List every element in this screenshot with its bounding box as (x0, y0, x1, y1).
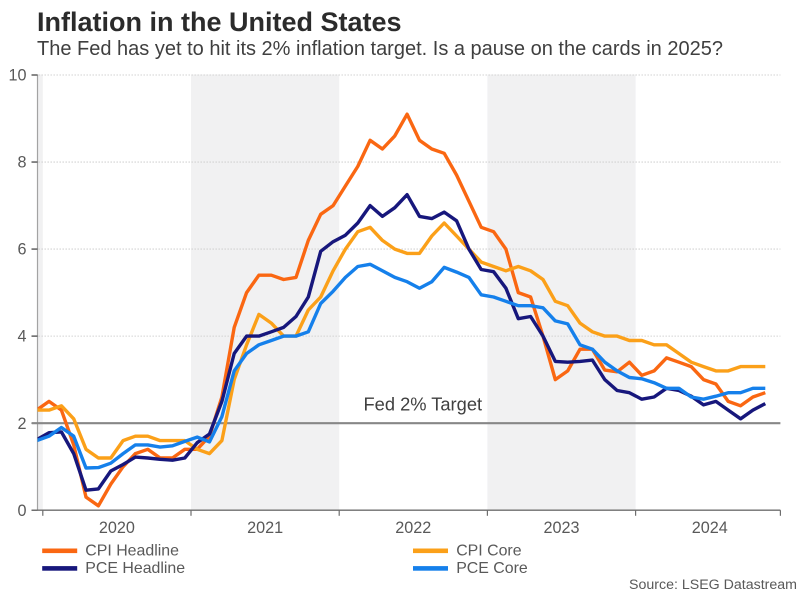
svg-text:2022: 2022 (395, 519, 431, 537)
svg-text:Fed 2% Target: Fed 2% Target (364, 394, 483, 415)
svg-text:10: 10 (8, 67, 26, 85)
svg-text:0: 0 (17, 502, 26, 520)
svg-text:CPI Core: CPI Core (456, 542, 522, 559)
svg-text:8: 8 (17, 154, 26, 172)
svg-text:2: 2 (17, 415, 26, 433)
svg-text:2020: 2020 (99, 519, 135, 537)
svg-text:4: 4 (17, 328, 26, 346)
svg-text:CPI Headline: CPI Headline (85, 542, 179, 559)
svg-text:Source: LSEG Datastream: Source: LSEG Datastream (629, 577, 797, 593)
svg-text:PCE Core: PCE Core (456, 560, 528, 577)
svg-text:6: 6 (17, 241, 26, 259)
svg-text:2023: 2023 (543, 519, 579, 537)
svg-text:PCE Headline: PCE Headline (85, 560, 185, 577)
svg-text:2021: 2021 (247, 519, 283, 537)
svg-text:2024: 2024 (692, 519, 728, 537)
